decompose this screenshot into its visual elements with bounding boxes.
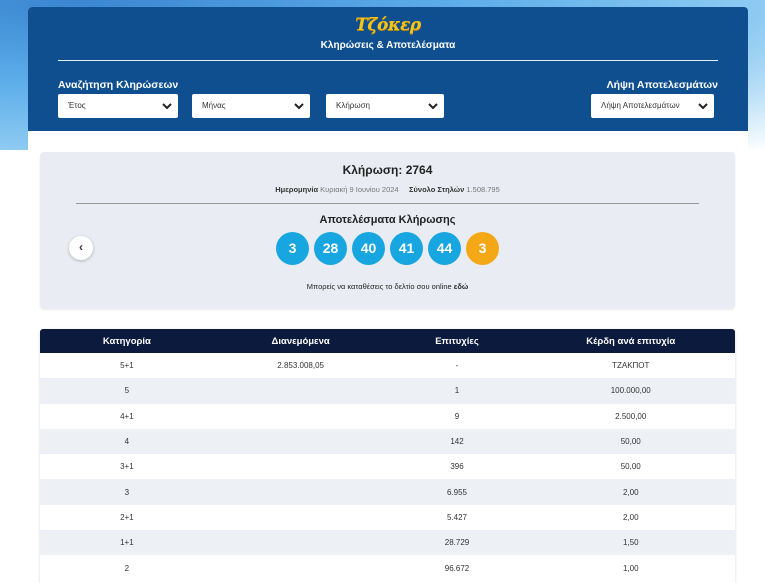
- table-row: 5 1 100.000,00: [40, 378, 735, 404]
- columns-label: Σύνολο Στηλών: [409, 185, 465, 194]
- chevron-down-icon: [698, 103, 708, 110]
- main-frame: Τζόκερ Κληρώσεις & Αποτελέσματα Αναζήτησ…: [28, 7, 748, 583]
- results-select-value: Λήψη Αποτελεσμάτων: [601, 101, 680, 110]
- cell-winners: 1: [454, 386, 460, 396]
- table-row: 3 6.955 2,00: [40, 479, 735, 505]
- card-divider: [76, 203, 699, 204]
- cell-winners: 142: [450, 437, 464, 447]
- cell-prize: 2.500,00: [615, 411, 647, 421]
- joker-ball: 3: [466, 232, 499, 265]
- cell-distributed: [214, 454, 388, 479]
- cell-winners: 96.672: [444, 563, 470, 573]
- previous-draw-button[interactable]: ‹: [69, 236, 93, 260]
- winnings-table: Κατηγορία Διανεμόμενα Επιτυχίες Κέρδη αν…: [40, 329, 735, 583]
- date-value: Κυριακή 9 Ιουνίου 2024: [320, 185, 399, 194]
- cell-distributed: [214, 555, 388, 580]
- columns-value: 1.508.795: [466, 185, 500, 194]
- download-results-label: Λήψη Αποτελεσμάτων: [606, 79, 718, 91]
- cell-category: 2+1: [120, 512, 134, 522]
- cell-category: 3: [124, 487, 130, 497]
- table-header-row: Κατηγορία Διανεμόμενα Επιτυχίες Κέρδη αν…: [40, 329, 735, 353]
- cell-distributed: [214, 404, 388, 429]
- header-distributed: Διανεμόμενα: [271, 335, 330, 347]
- cell-prize: 2,00: [622, 512, 639, 522]
- table-row: 5+1 2.853.008,05 - ΤΖΑΚΠΟΤ: [40, 353, 735, 378]
- cell-prize: 50,00: [620, 437, 641, 447]
- header-divider: [58, 60, 718, 61]
- cell-winners: 9: [454, 411, 460, 421]
- table-row: 4+1 9 2.500,00: [40, 404, 735, 429]
- number-ball: 41: [390, 232, 423, 265]
- cell-category: 1+1: [120, 538, 134, 548]
- cell-distributed: [214, 505, 388, 530]
- results-title: Αποτελέσματα Κλήρωσης: [319, 214, 456, 226]
- header-prize: Κέρδη ανά επιτυχία: [586, 335, 676, 347]
- search-draws-label: Αναζήτηση Κληρώσεων: [58, 79, 179, 91]
- cell-prize: ΤΖΑΚΠΟΤ: [612, 361, 650, 371]
- cell-distributed: 2.853.008,05: [277, 361, 324, 371]
- draw-select[interactable]: Κλήρωση: [326, 94, 444, 118]
- online-link[interactable]: εδώ: [453, 282, 469, 291]
- cell-distributed: [214, 530, 388, 555]
- cell-prize: 1,50: [622, 538, 639, 548]
- cell-category: 5: [124, 386, 130, 396]
- header-category: Κατηγορία: [102, 335, 151, 347]
- date-label: Ημερομηνία: [275, 185, 319, 194]
- chevron-down-icon: [162, 103, 172, 110]
- page-subtitle: Κληρώσεις & Αποτελέσματα: [320, 40, 456, 51]
- month-select-value: Μήνας: [202, 101, 226, 110]
- cell-category: 2: [124, 563, 130, 573]
- table-row: 4 142 50,00: [40, 428, 735, 455]
- cell-winners: -: [455, 361, 459, 371]
- cell-prize: 100.000,00: [610, 386, 651, 396]
- cell-prize: 2,00: [622, 487, 639, 497]
- header: Τζόκερ Κληρώσεις & Αποτελέσματα Αναζήτησ…: [28, 7, 748, 131]
- table-row: 2 96.672 1,00: [40, 555, 735, 580]
- draw-meta: Ημερομηνία Κυριακή 9 Ιουνίου 2024 Σύνολο…: [40, 185, 735, 194]
- cell-distributed: [214, 378, 388, 403]
- cell-winners: 5.427: [446, 512, 468, 522]
- header-winners: Επιτυχίες: [435, 335, 479, 347]
- online-text: Μπορείς να καταθέσεις το δελτίο σου onli…: [306, 282, 452, 291]
- cell-prize: 50,00: [620, 462, 641, 472]
- year-select[interactable]: Έτος: [58, 94, 178, 118]
- number-ball: 28: [314, 232, 347, 265]
- cell-winners: 396: [450, 462, 464, 472]
- cell-distributed: [214, 479, 388, 504]
- draw-select-value: Κλήρωση: [336, 101, 370, 110]
- chevron-down-icon: [294, 103, 304, 110]
- draw-title: Κλήρωση: 2764: [342, 163, 433, 177]
- chevron-down-icon: [428, 103, 438, 110]
- results-download-select[interactable]: Λήψη Αποτελεσμάτων: [591, 94, 714, 118]
- number-ball: 3: [276, 232, 309, 265]
- cell-winners: 6.955: [446, 487, 468, 497]
- cell-winners: 28.729: [444, 538, 470, 548]
- table-row: 3+1 396 50,00: [40, 454, 735, 479]
- cell-category: 4: [124, 437, 130, 447]
- cell-category: 5+1: [120, 361, 134, 371]
- month-select[interactable]: Μήνας: [192, 94, 310, 118]
- online-note: Μπορείς να καταθέσεις το δελτίο σου onli…: [40, 282, 735, 291]
- table-row: 2+1 5.427 2,00: [40, 505, 735, 530]
- number-ball: 40: [352, 232, 385, 265]
- joker-logo[interactable]: Τζόκερ: [355, 15, 421, 35]
- number-ball: 44: [428, 232, 461, 265]
- cell-category: 4+1: [120, 411, 134, 421]
- drawn-numbers: 3 28 40 41 44 3: [40, 232, 735, 265]
- cell-category: 3+1: [120, 462, 134, 472]
- draw-result-card: Κλήρωση: 2764 Ημερομηνία Κυριακή 9 Ιουνί…: [40, 152, 735, 309]
- year-select-value: Έτος: [68, 101, 86, 110]
- cell-distributed: [214, 429, 388, 454]
- table-row: 1+1 28.729 1,50: [40, 530, 735, 556]
- cell-prize: 1,00: [622, 563, 639, 573]
